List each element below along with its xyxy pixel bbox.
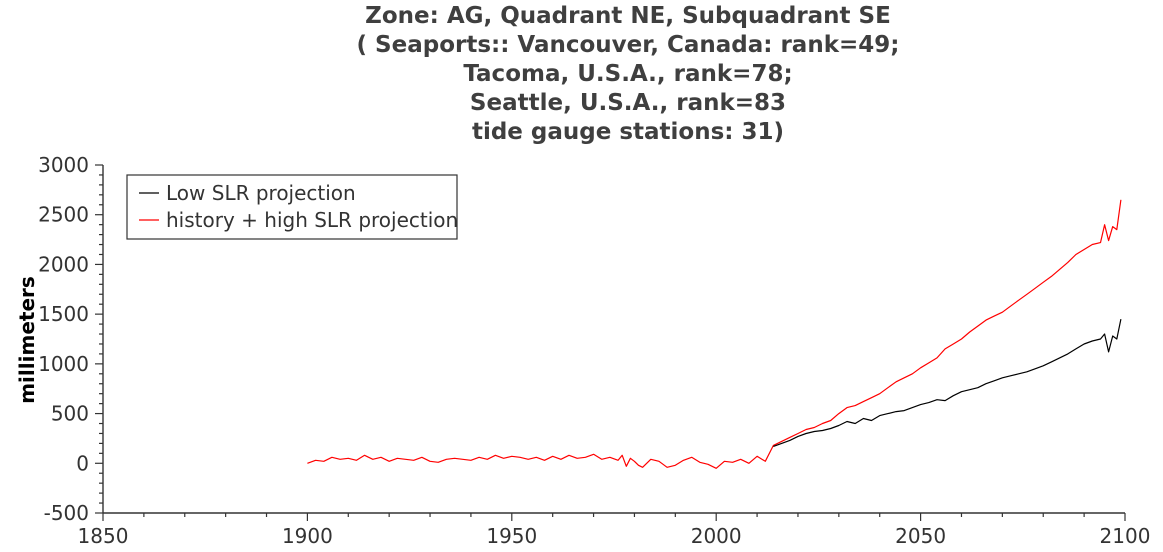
y-tick-label: 3000 (38, 153, 89, 177)
x-tick-label: 1900 (282, 524, 333, 548)
chart-title-line-5: tide gauge stations: 31) (471, 119, 785, 145)
x-tick-label: 2100 (1100, 524, 1151, 548)
series-line-low (773, 318, 1122, 447)
y-axis-label: millimeters (15, 276, 39, 404)
y-tick-label: 2500 (38, 203, 89, 227)
y-tick-label: 1500 (38, 302, 89, 326)
series-line-high (307, 199, 1122, 469)
legend-label-high: history + high SLR projection (166, 208, 458, 232)
y-tick-label: -500 (44, 501, 89, 525)
y-tick-label: 500 (51, 402, 89, 426)
x-tick-label: 2000 (691, 524, 742, 548)
chart-title-line-4: Seattle, U.S.A., rank=83 (469, 90, 787, 116)
legend-label-low: Low SLR projection (166, 181, 356, 205)
legend-box (126, 174, 458, 240)
chart-title-line-2: ( Seaports:: Vancouver, Canada: rank=49; (356, 32, 900, 58)
y-tick-label: 0 (76, 451, 89, 475)
legend: Low SLR projection history + high SLR pr… (126, 174, 458, 240)
x-tick-label: 2050 (895, 524, 946, 548)
x-tick-label: 1850 (78, 524, 129, 548)
chart-title-line-3: Tacoma, U.S.A., rank=78; (463, 61, 793, 87)
y-tick-label: 2000 (38, 252, 89, 276)
series-lines (307, 199, 1122, 469)
axes: -500 0 500 1000 1500 2000 2500 3000 1850 1900 1950… (38, 153, 1150, 548)
chart-title-line-1: Zone: AG, Quadrant NE, Subquadrant SE (365, 3, 891, 29)
x-tick-label: 1950 (486, 524, 537, 548)
y-tick-label: 1000 (38, 352, 89, 376)
